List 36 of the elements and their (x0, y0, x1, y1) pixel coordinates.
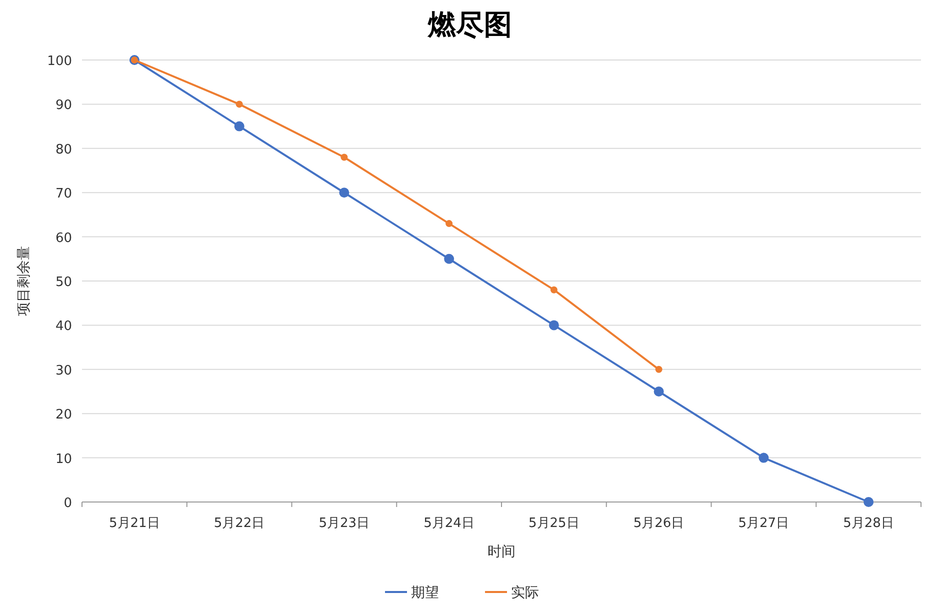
point (655, 366, 662, 373)
y-tick-label: 10 (55, 452, 72, 467)
point (548, 320, 559, 330)
x-axis-title: 时间 (488, 544, 516, 560)
y-tick-label: 90 (55, 98, 72, 114)
point (550, 286, 558, 294)
x-tick-label: 5月26日 (633, 516, 684, 531)
y-axis-title: 项目剩余量 (16, 246, 32, 316)
point (234, 121, 244, 132)
point (339, 188, 350, 198)
point (236, 100, 243, 108)
x-tick-label: 5月21日 (109, 516, 160, 531)
legend-label: 期望 (411, 585, 439, 601)
legend-label: 实际 (511, 585, 539, 601)
x-tick-label: 5月25日 (528, 516, 580, 531)
y-tick-label: 0 (64, 496, 72, 511)
point (446, 220, 453, 228)
y-tick-label: 70 (55, 186, 72, 202)
y-tick-label: 100 (47, 54, 72, 69)
point (654, 386, 664, 396)
x-tick-label: 5月24日 (424, 516, 474, 531)
chart-title: 燃尽图 (427, 8, 512, 41)
x-tick-label: 5月27日 (738, 516, 790, 531)
y-tick-label: 60 (55, 230, 72, 246)
point (444, 254, 454, 264)
x-tick-label: 5月22日 (214, 516, 265, 531)
point (864, 497, 874, 507)
point (758, 452, 769, 463)
x-tick-label: 5月28日 (843, 516, 894, 531)
y-tick-label: 20 (55, 408, 72, 423)
y-tick-label: 40 (55, 319, 72, 334)
y-tick-label: 30 (55, 363, 72, 378)
point (340, 154, 348, 161)
y-tick-label: 50 (55, 275, 72, 290)
y-tick-label: 80 (55, 142, 72, 158)
x-tick-label: 5月23日 (318, 516, 370, 531)
